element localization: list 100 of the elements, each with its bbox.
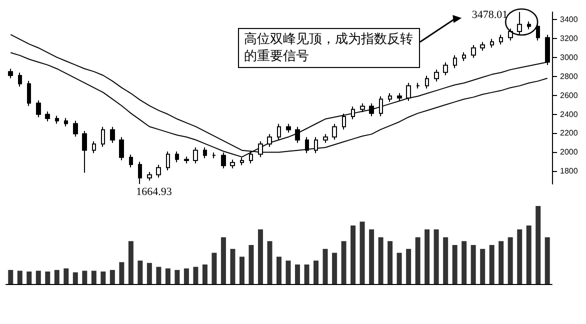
candlestick [490, 38, 494, 48]
candlestick [517, 12, 522, 35]
candlestick [55, 115, 59, 124]
annotation: 高位双峰见顶，成为指数反转的重要信号 [238, 28, 420, 68]
bar [165, 268, 170, 284]
candlestick [156, 164, 161, 178]
bar [462, 241, 467, 284]
candlestick [175, 150, 179, 163]
candlestick [406, 82, 411, 102]
candlestick [18, 72, 22, 88]
candlestick [267, 134, 272, 148]
candlestick [342, 113, 346, 130]
candlestick [147, 171, 152, 182]
bar [54, 270, 60, 284]
bar [64, 268, 69, 284]
candlestick [379, 96, 383, 117]
y-tick-label: 3000 [560, 52, 578, 62]
candlestick [230, 159, 235, 169]
candlestick [416, 82, 420, 90]
candlestick [277, 123, 281, 140]
candlestick [110, 126, 115, 144]
bar [322, 248, 328, 284]
bar [369, 229, 374, 284]
candlestick [443, 62, 448, 76]
bar [36, 270, 41, 284]
y-tick-label: 3200 [560, 34, 578, 43]
candlestick [471, 44, 476, 58]
bar [8, 270, 14, 284]
y-tick-label: 2200 [560, 128, 578, 138]
candlestick [369, 102, 374, 117]
bar [258, 229, 263, 284]
bar [72, 272, 78, 284]
bar [212, 252, 217, 284]
bar [350, 226, 356, 284]
bar [45, 272, 50, 284]
candlestick [138, 161, 142, 184]
candlestick [295, 126, 300, 144]
y-tick-label: 3400 [560, 14, 578, 24]
bar [295, 264, 300, 284]
candlestick [184, 156, 189, 164]
y-tick-label: 1800 [560, 166, 578, 176]
candlestick [286, 123, 291, 134]
y-tick-label: 2800 [560, 72, 578, 81]
bar [378, 237, 384, 284]
candlestick [119, 136, 124, 161]
candlestick [323, 134, 328, 144]
candlestick [480, 41, 485, 52]
candlestick [36, 100, 41, 118]
candlestick [166, 150, 170, 171]
bar [396, 252, 402, 284]
bar [193, 266, 198, 284]
candlestick [527, 20, 531, 30]
candlestick [92, 140, 96, 154]
bar [498, 241, 504, 284]
bar [517, 229, 522, 284]
bar [26, 272, 32, 284]
bar [341, 241, 346, 284]
bar [536, 206, 541, 284]
bar [304, 264, 310, 284]
bar [443, 237, 448, 284]
bar [388, 241, 393, 284]
bar [138, 260, 143, 284]
y-tick-label: 2600 [560, 90, 578, 100]
bar [480, 248, 486, 284]
bar [248, 245, 254, 284]
bar [82, 270, 88, 284]
candlestick [332, 123, 337, 140]
candlestick [82, 130, 87, 174]
candlestick [434, 69, 439, 82]
candlestick [508, 28, 513, 41]
bar [489, 245, 494, 284]
bar [17, 270, 22, 284]
bar [119, 262, 124, 284]
y-tick-label: 2000 [560, 148, 578, 157]
bar [91, 270, 96, 284]
candlestick [45, 111, 50, 122]
bar [415, 237, 420, 284]
bar [526, 226, 532, 284]
bar [202, 264, 208, 284]
bar [267, 241, 272, 284]
bar [174, 270, 180, 284]
y-tick-label: 2400 [560, 110, 578, 119]
bar [128, 241, 134, 284]
bar [184, 268, 189, 284]
bar [239, 256, 244, 284]
candlestick [351, 106, 355, 120]
candlestick [8, 68, 13, 79]
candlestick [193, 146, 198, 164]
bar [286, 260, 291, 284]
candlestick [397, 92, 402, 102]
candlestick [453, 54, 457, 69]
bar [406, 248, 412, 284]
bar [276, 256, 282, 284]
candlestick [27, 80, 31, 107]
bar [146, 262, 152, 284]
bar [332, 252, 338, 284]
bar [452, 245, 458, 284]
candlestick [129, 154, 133, 168]
bar [314, 260, 319, 284]
bar [156, 266, 162, 284]
